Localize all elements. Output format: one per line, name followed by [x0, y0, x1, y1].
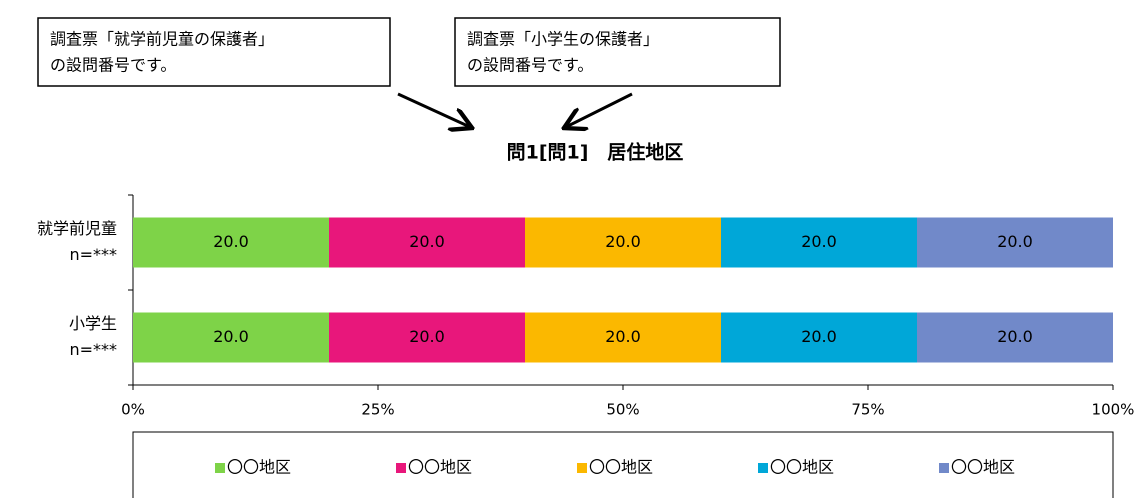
callout-arrow [397, 92, 470, 127]
value-label: 20.0 [213, 232, 249, 251]
x-tick-label: 25% [361, 401, 394, 419]
callout-text: 調査票「小学生の保護者」 [467, 30, 659, 49]
bar-segment [721, 217, 917, 268]
callout-text: の設問番号です。 [50, 56, 176, 75]
value-label: 20.0 [801, 232, 837, 251]
legend-swatch [758, 463, 768, 473]
legend-label: 〇〇地区 [227, 458, 291, 477]
bar-segment [133, 312, 329, 363]
legend-box [132, 431, 1114, 498]
chart-title: 問1[問1] 居住地区 [507, 141, 684, 164]
legend-swatch [939, 463, 949, 473]
x-tick-label: 100% [1092, 401, 1135, 419]
x-tick-label: 75% [851, 401, 884, 419]
legend-label: 〇〇地区 [589, 458, 653, 477]
callout-box [454, 17, 781, 87]
bar-segment [721, 312, 917, 363]
value-label: 20.0 [997, 327, 1033, 346]
callout-box [37, 17, 391, 87]
legend-label: 〇〇地区 [951, 458, 1015, 477]
legend-swatch [577, 463, 587, 473]
legend-swatch [396, 463, 406, 473]
legend-swatch [215, 463, 225, 473]
y-tick-note: n=*** [69, 245, 117, 264]
x-tick-label: 0% [121, 401, 145, 419]
bar-segment [917, 312, 1113, 363]
value-label: 20.0 [605, 327, 641, 346]
callout-text: の設問番号です。 [467, 56, 593, 75]
bar-segment [525, 217, 721, 268]
y-tick-note: n=*** [69, 340, 117, 359]
bar-segment [133, 217, 329, 268]
bar-segment [329, 217, 525, 268]
value-label: 20.0 [213, 327, 249, 346]
legend-label: 〇〇地区 [770, 458, 834, 477]
callout-text: 調査票「就学前児童の保護者」 [50, 30, 274, 49]
value-label: 20.0 [801, 327, 837, 346]
value-label: 20.0 [409, 327, 445, 346]
y-tick-label: 小学生 [69, 314, 117, 333]
y-tick-label: 就学前児童 [37, 219, 117, 238]
bar-segment [917, 217, 1113, 268]
legend-label: 〇〇地区 [408, 458, 472, 477]
value-label: 20.0 [997, 232, 1033, 251]
callout-arrow [566, 92, 633, 127]
bar-segment [525, 312, 721, 363]
value-label: 20.0 [605, 232, 641, 251]
x-tick-label: 50% [606, 401, 639, 419]
value-label: 20.0 [409, 232, 445, 251]
bar-segment [329, 312, 525, 363]
